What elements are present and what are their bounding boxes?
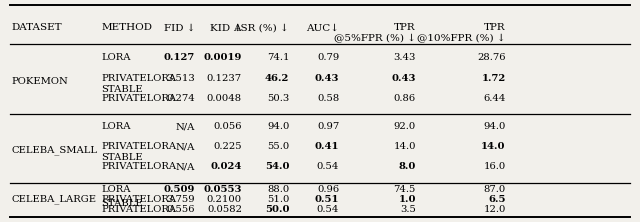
Text: 0.54: 0.54 [317,163,339,171]
Text: 6.44: 6.44 [483,94,506,103]
Text: 0.274: 0.274 [166,94,195,103]
Text: PRIVATELORA: PRIVATELORA [101,195,176,204]
Text: 0.0019: 0.0019 [204,53,242,62]
Text: 74.1: 74.1 [267,53,289,62]
Text: 1.72: 1.72 [481,74,506,83]
Text: 55.0: 55.0 [267,143,289,151]
Text: 14.0: 14.0 [394,143,416,151]
Text: 3.43: 3.43 [394,53,416,62]
Text: PRIVATELORA: PRIVATELORA [101,163,176,171]
Text: TPR
@10%FPR (%) ↓: TPR @10%FPR (%) ↓ [417,23,506,43]
Text: 1.0: 1.0 [399,195,416,204]
Text: N/A: N/A [176,122,195,131]
Text: 0.51: 0.51 [315,195,339,204]
Text: 28.76: 28.76 [477,53,506,62]
Text: CELEBA_SMALL: CELEBA_SMALL [12,145,97,155]
Text: LORA: LORA [101,122,131,131]
Text: DATASET: DATASET [12,23,62,32]
Text: 16.0: 16.0 [483,163,506,171]
Text: CELEBA_LARGE: CELEBA_LARGE [12,194,97,204]
Text: 46.2: 46.2 [265,74,289,83]
Text: STABLE: STABLE [101,199,143,208]
Text: 0.509: 0.509 [164,185,195,194]
Text: PRIVATELORA: PRIVATELORA [101,74,176,83]
Text: PRIVATELORA: PRIVATELORA [101,205,176,214]
Text: 0.024: 0.024 [211,163,242,171]
Text: 0.43: 0.43 [315,74,339,83]
Text: 0.127: 0.127 [164,53,195,62]
Text: N/A: N/A [176,143,195,151]
Text: KID ↓: KID ↓ [210,23,242,32]
Text: 0.225: 0.225 [213,143,242,151]
Text: 0.556: 0.556 [166,205,195,214]
Text: 0.0048: 0.0048 [207,94,242,103]
Text: N/A: N/A [176,163,195,171]
Text: 0.58: 0.58 [317,94,339,103]
Text: 0.2100: 0.2100 [207,195,242,204]
Text: 0.79: 0.79 [317,53,339,62]
Text: 12.0: 12.0 [483,205,506,214]
Text: 51.0: 51.0 [267,195,289,204]
Text: 3.759: 3.759 [166,195,195,204]
Text: 6.5: 6.5 [488,195,506,204]
Text: 0.86: 0.86 [394,94,416,103]
Text: 0.0582: 0.0582 [207,205,242,214]
Text: 0.41: 0.41 [315,143,339,151]
Text: 0.43: 0.43 [392,74,416,83]
Text: POKEMON: POKEMON [12,77,68,86]
Text: 0.056: 0.056 [213,122,242,131]
Text: FID ↓: FID ↓ [164,23,195,32]
Text: 94.0: 94.0 [267,122,289,131]
Text: 8.0: 8.0 [399,163,416,171]
Text: 3.5: 3.5 [400,205,416,214]
Text: LORA: LORA [101,185,131,194]
Text: 54.0: 54.0 [265,163,289,171]
Text: LORA: LORA [101,53,131,62]
Text: 0.54: 0.54 [317,205,339,214]
Text: 88.0: 88.0 [267,185,289,194]
Text: 0.0553: 0.0553 [204,185,242,194]
Text: 92.0: 92.0 [394,122,416,131]
Text: 0.1237: 0.1237 [207,74,242,83]
Text: 50.3: 50.3 [267,94,289,103]
Text: AUC↓: AUC↓ [306,23,339,32]
Text: STABLE: STABLE [101,153,143,162]
Text: PRIVATELORA: PRIVATELORA [101,143,176,151]
Text: 87.0: 87.0 [483,185,506,194]
Text: 0.97: 0.97 [317,122,339,131]
Text: 0.96: 0.96 [317,185,339,194]
Text: PRIVATELORA: PRIVATELORA [101,94,176,103]
Text: ASR (%) ↓: ASR (%) ↓ [234,23,289,32]
Text: 74.5: 74.5 [394,185,416,194]
Text: STABLE: STABLE [101,85,143,94]
Text: 3.513: 3.513 [166,74,195,83]
Text: 94.0: 94.0 [483,122,506,131]
Text: 14.0: 14.0 [481,143,506,151]
Text: TPR
@5%FPR (%) ↓: TPR @5%FPR (%) ↓ [334,23,416,43]
Text: METHOD: METHOD [101,23,152,32]
Text: 50.0: 50.0 [265,205,289,214]
